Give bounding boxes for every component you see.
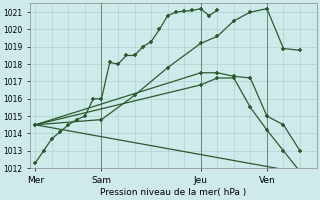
X-axis label: Pression niveau de la mer( hPa ): Pression niveau de la mer( hPa ) <box>100 188 247 197</box>
